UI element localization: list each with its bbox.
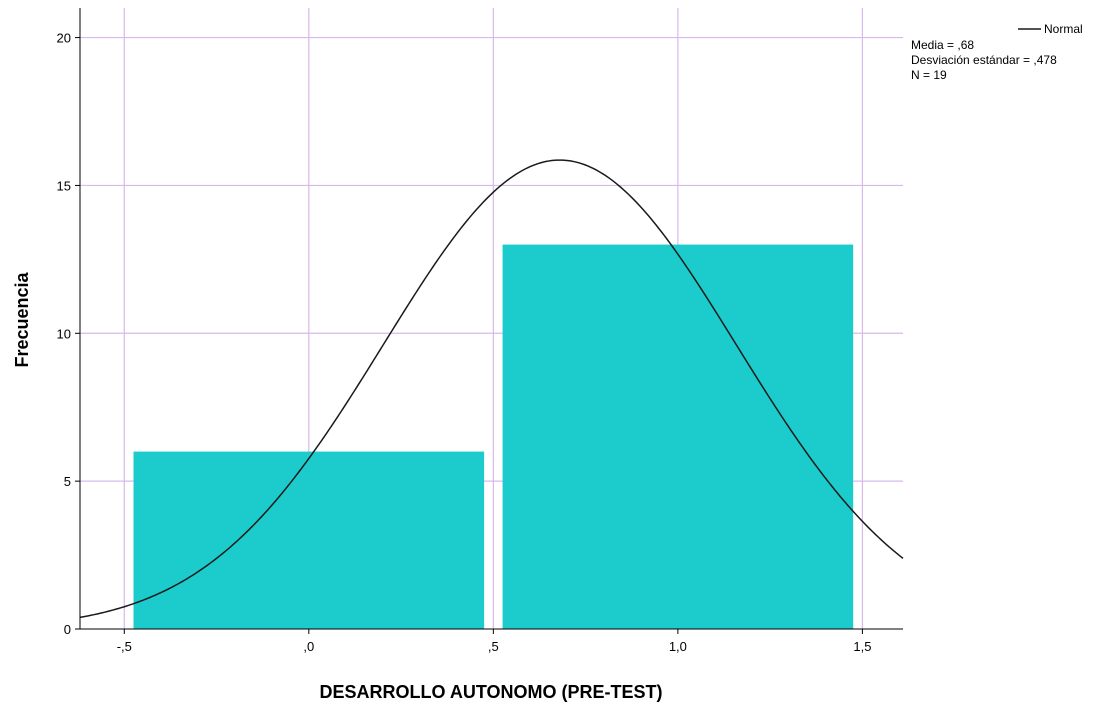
legend-curve-label: Normal [1044,22,1083,36]
normal-curve [79,159,904,619]
y-tick-label-1: 5 [64,474,71,489]
legend: Normal Media = ,68 Desviación estándar =… [911,22,1083,82]
x-tick-label-1: ,0 [303,639,314,654]
legend-stat-mean: Media = ,68 [911,38,974,52]
x-tick-label-3: 1,0 [669,639,687,654]
x-tick-labels: -,5 ,0 ,5 1,0 1,5 [117,639,872,654]
histogram-bar-0 [133,451,485,629]
y-tick-labels: 0 5 10 15 20 [57,31,71,637]
histogram-bars [133,244,854,630]
legend-stat-sd: Desviación estándar = ,478 [911,53,1057,67]
x-axis-title: DESARROLLO AUTONOMO (PRE-TEST) [320,682,663,702]
histogram-bar-1 [502,244,854,630]
y-tick-label-3: 15 [57,178,71,193]
y-tick-label-0: 0 [64,622,71,637]
y-tick-label-2: 10 [57,326,71,341]
x-tick-label-4: 1,5 [853,639,871,654]
x-tick-label-2: ,5 [488,639,499,654]
y-tick-label-4: 20 [57,31,71,46]
y-axis-title: Frecuencia [12,271,32,367]
axes [75,8,903,634]
x-tick-label-0: -,5 [117,639,132,654]
legend-stat-n: N = 19 [911,68,947,82]
